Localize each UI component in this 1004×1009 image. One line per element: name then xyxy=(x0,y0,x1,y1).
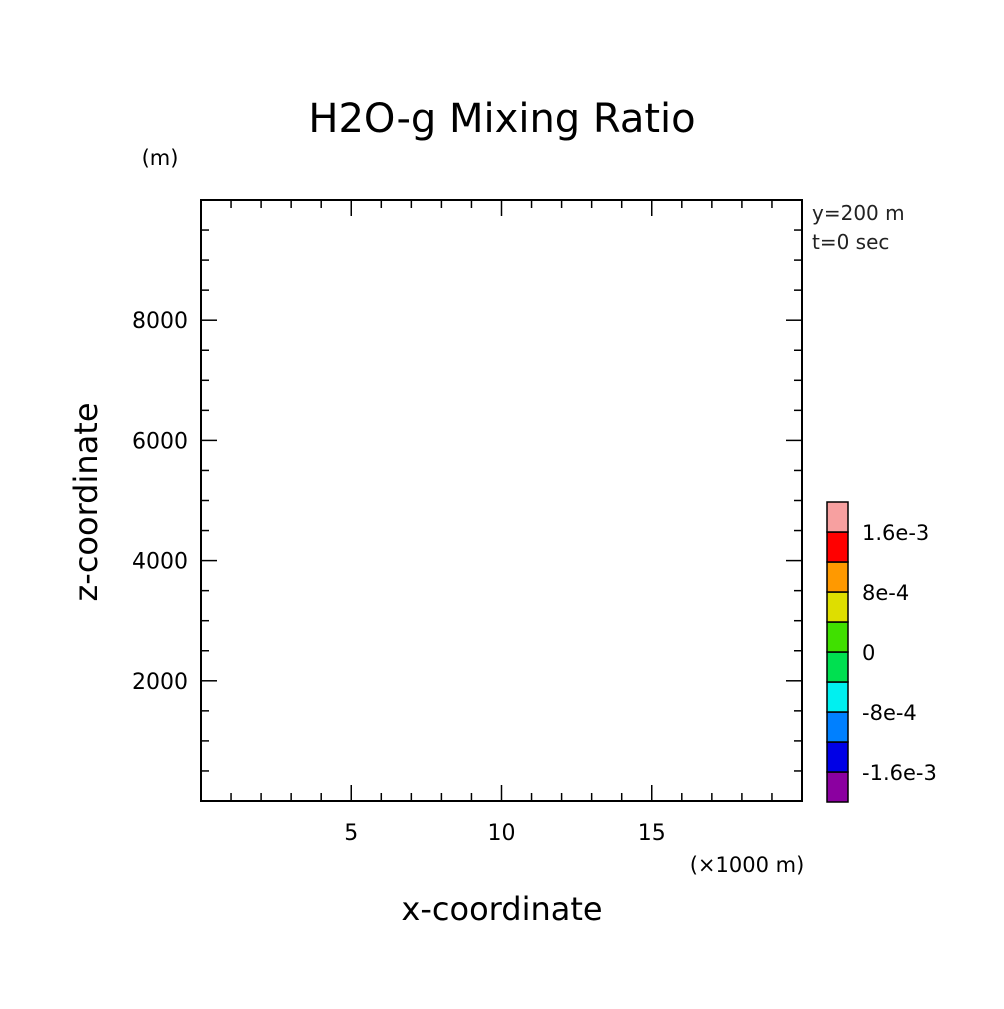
x-tick-label: 10 xyxy=(488,821,516,846)
y-tick-label: 4000 xyxy=(132,550,188,575)
colorbar-tick-label: 8e-4 xyxy=(862,581,909,605)
y-unit-label: (m) xyxy=(142,146,179,170)
y-tick-label: 2000 xyxy=(132,670,188,695)
colorbar-swatch xyxy=(826,711,849,743)
colorbar-tick-label: -1.6e-3 xyxy=(862,761,937,785)
colorbar-tick-label: 1.6e-3 xyxy=(862,521,929,545)
colorbar-swatch xyxy=(826,621,849,653)
chart-title: H2O-g Mixing Ratio xyxy=(308,96,695,142)
colorbar-labels: -1.6e-3 -8e-4 0 8e-4 1.6e-3 xyxy=(862,521,937,785)
info-line-2: t=0 sec xyxy=(812,230,889,254)
colorbar-swatch xyxy=(826,771,849,803)
y-axis-label: z-coordinate xyxy=(67,402,105,601)
colorbar-swatch xyxy=(826,531,849,563)
x-unit-label: (×1000 m) xyxy=(690,853,805,877)
colorbar-swatch xyxy=(826,651,849,683)
x-tick-label: 5 xyxy=(344,821,358,846)
tick-marks xyxy=(201,200,802,801)
x-tick-labels: 5 10 15 xyxy=(344,821,666,846)
colorbar-swatch xyxy=(826,681,849,713)
colorbar-tick-label: 0 xyxy=(862,641,875,665)
colorbar-swatch xyxy=(826,741,849,773)
colorbar-tick-label: -8e-4 xyxy=(862,701,917,725)
y-tick-labels: 2000 4000 6000 8000 xyxy=(132,309,188,695)
y-tick-label: 8000 xyxy=(132,309,188,334)
colorbar xyxy=(826,501,849,803)
x-axis-label: x-coordinate xyxy=(401,890,602,928)
x-tick-label: 15 xyxy=(638,821,666,846)
y-tick-label: 6000 xyxy=(132,429,188,454)
info-line-1: y=200 m xyxy=(812,201,905,225)
colorbar-swatch xyxy=(826,561,849,593)
colorbar-swatch xyxy=(826,501,849,533)
plot-frame xyxy=(200,199,803,802)
colorbar-swatch xyxy=(826,591,849,623)
